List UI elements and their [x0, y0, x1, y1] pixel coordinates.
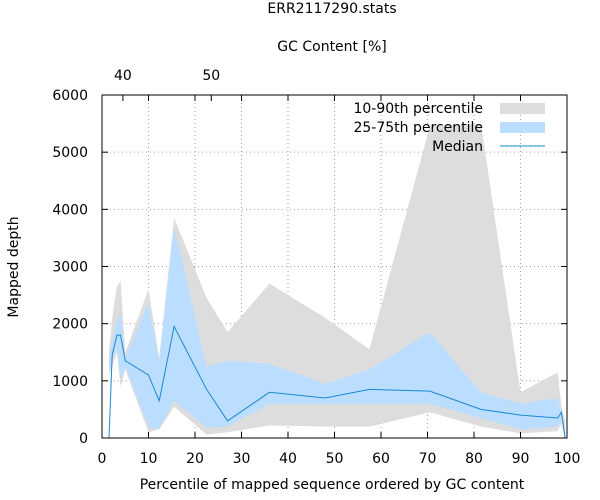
- y-axis-label: Mapped depth: [6, 216, 22, 317]
- x-tick-label: 0: [98, 451, 107, 467]
- y-tick-label: 3000: [52, 260, 88, 276]
- x-tick-label: 70: [419, 451, 437, 467]
- x-tick-label: 80: [465, 451, 483, 467]
- legend-label: Median: [432, 139, 483, 155]
- x-tick-label: 60: [372, 451, 390, 467]
- top-tick-label: 50: [202, 68, 220, 84]
- y-tick-label: 6000: [52, 88, 88, 104]
- legend-swatch: [500, 103, 545, 114]
- percentile-bands: [109, 123, 566, 438]
- x-tick-label: 90: [512, 451, 530, 467]
- axis-ticks: 0 10 20 30 40 50 60 70 80 90 100010002000300040005…: [52, 68, 580, 467]
- y-tick-label: 2000: [52, 317, 88, 333]
- x-tick-label: 30: [233, 451, 251, 467]
- band-25-75-percentile: [109, 226, 566, 438]
- x-tick-label: 20: [186, 451, 204, 467]
- x-tick-label: 10: [140, 451, 158, 467]
- median-line-group: [108, 325, 566, 439]
- y-tick-label: 4000: [52, 202, 88, 218]
- x-axis-label: Percentile of mapped sequence ordered by…: [140, 477, 525, 493]
- legend-swatch: [500, 122, 545, 133]
- y-tick-label: 0: [79, 431, 88, 447]
- legend: 10-90th percentile 25-75th percentile Medi…: [353, 101, 545, 155]
- y-tick-label: 5000: [52, 145, 88, 161]
- top-tick-label: 40: [114, 68, 132, 84]
- x-tick-label: 100: [554, 451, 581, 467]
- chart-title: ERR2117290.stats: [267, 1, 396, 17]
- top-axis-label: GC Content [%]: [277, 39, 386, 55]
- x-tick-label: 50: [326, 451, 344, 467]
- legend-label: 25-75th percentile: [353, 120, 483, 136]
- median-line: [108, 325, 566, 439]
- legend-label: 10-90th percentile: [353, 101, 483, 117]
- x-tick-label: 40: [279, 451, 297, 467]
- y-tick-label: 1000: [52, 374, 88, 390]
